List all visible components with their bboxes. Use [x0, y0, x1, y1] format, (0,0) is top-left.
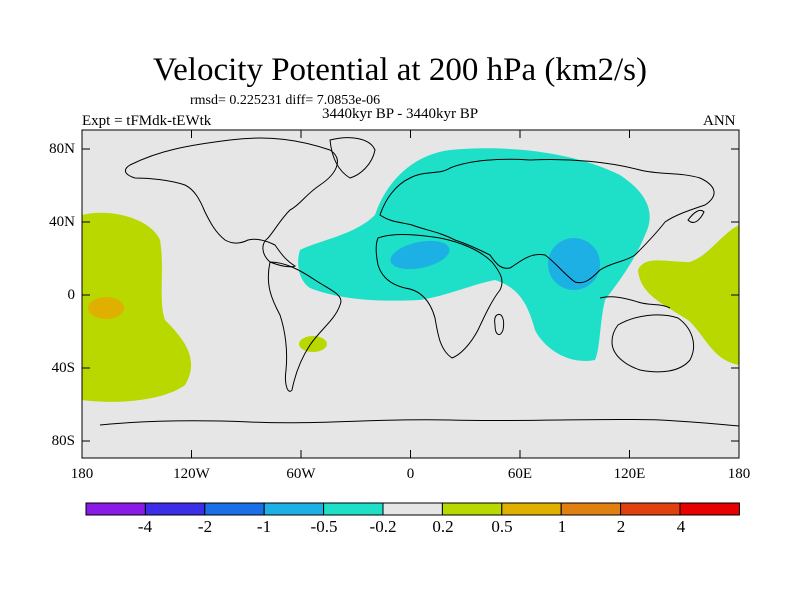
colorbar	[85, 502, 740, 516]
x-label-180e: 180	[727, 466, 751, 482]
contour-pos-mod-pacific	[88, 297, 124, 319]
colorbar-label: 0.5	[491, 517, 513, 536]
y-label-0: 0	[67, 287, 76, 303]
colorbar-box	[144, 502, 206, 516]
contour-pos-weak-south-america	[299, 336, 327, 352]
y-axis-ticks	[82, 148, 739, 442]
contour-pos-weak-west-pacific	[638, 225, 739, 365]
colorbar-box	[441, 502, 503, 516]
coast-australia	[611, 314, 694, 373]
colorbar-label: -2	[197, 517, 213, 536]
x-label-60e: 60E	[507, 466, 533, 482]
y-label-80s: 80S	[51, 433, 75, 449]
contour-neg-mod-africa	[390, 240, 450, 270]
coast-antarctica	[99, 418, 740, 427]
coast-south-america	[267, 261, 342, 392]
x-axis-ticks	[81, 130, 740, 458]
colorbar-box	[501, 502, 562, 516]
contour-pos-weak-pacific	[82, 212, 192, 402]
colorbar-label: -0.5	[310, 517, 338, 536]
x-label-120e: 120E	[613, 466, 646, 482]
colorbar-box	[679, 502, 740, 516]
y-label-80n: 80N	[49, 141, 75, 157]
x-label-180w: 180	[70, 466, 94, 482]
colorbar-box	[323, 502, 384, 516]
contour-neg-mod-india	[548, 238, 600, 290]
coast-madagascar	[494, 313, 505, 336]
experiment-label: Expt = tFMdk-tEWtk	[82, 113, 212, 129]
plot-title: Velocity Potential at 200 hPa (km2/s)	[152, 52, 648, 88]
colorbar-label: -0.2	[369, 517, 397, 536]
colorbar-label: 2	[616, 517, 626, 536]
colorbar-box	[620, 502, 681, 516]
coast-japan	[687, 209, 705, 223]
coast-africa	[375, 234, 503, 359]
colorbar-label: 1	[557, 517, 567, 536]
coast-greenland	[329, 137, 376, 179]
coastlines	[99, 137, 740, 427]
colorbar-box	[382, 502, 443, 516]
colorbar-box	[85, 502, 146, 516]
colorbar-box	[204, 502, 265, 516]
colorbar-box	[263, 502, 325, 516]
x-label-60w: 60W	[286, 466, 316, 482]
coast-indonesia	[599, 296, 671, 309]
rmsd-diff-text: rmsd= 0.225231 diff= 7.0853e-06	[190, 93, 381, 108]
colorbar-label: -4	[137, 517, 153, 536]
x-label-0: 0	[406, 466, 415, 482]
colorbar-box	[560, 502, 622, 516]
y-label-40n: 40N	[49, 214, 75, 230]
season-label: ANN	[703, 113, 736, 129]
colorbar-label: -1	[256, 517, 272, 536]
period-label: 3440kyr BP - 3440kyr BP	[322, 106, 479, 122]
colorbar-label: 0.2	[432, 517, 454, 536]
coast-eurasia	[379, 158, 715, 284]
x-label-120w: 120W	[173, 466, 210, 482]
y-label-40s: 40S	[51, 360, 75, 376]
colorbar-label: 4	[676, 517, 686, 536]
